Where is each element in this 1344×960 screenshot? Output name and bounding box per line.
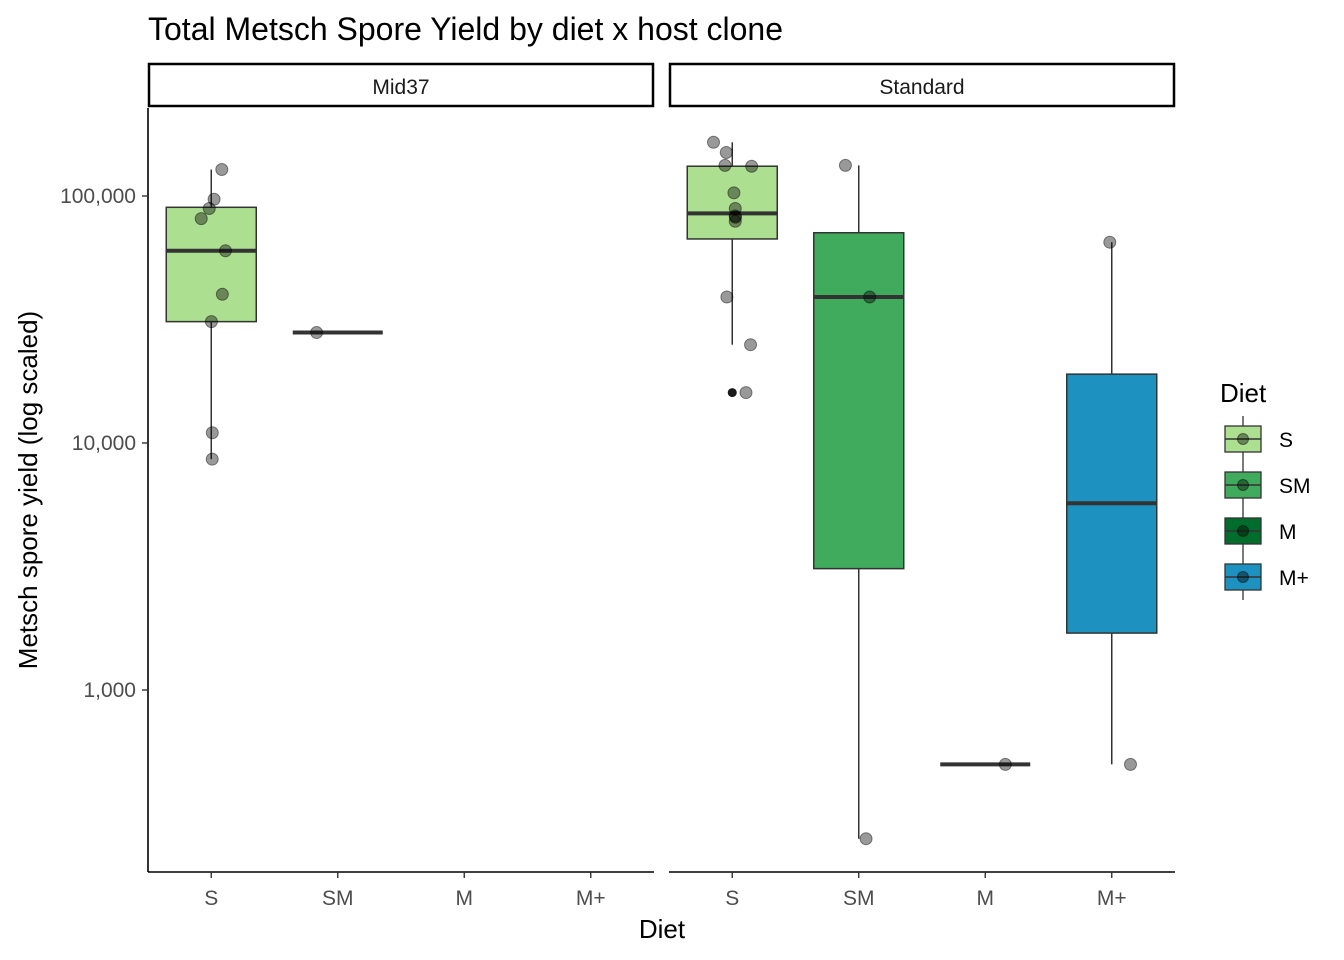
x-tick-label: M: [456, 887, 474, 910]
data-point: [218, 244, 232, 258]
data-point: [215, 163, 229, 177]
x-tick-label: S: [204, 887, 218, 910]
facet-strip: [668, 62, 1176, 108]
legend-label: SM: [1279, 475, 1311, 498]
legend-item-sm: SM: [1224, 462, 1311, 508]
panel-mid37: Mid37 1,000 10,000 100,000 S SM M M+: [60, 62, 655, 910]
legend: Diet S SM M M+: [1220, 378, 1311, 600]
data-point: [1123, 757, 1137, 771]
data-point: [998, 757, 1012, 771]
data-point: [207, 192, 221, 206]
facet-label: Mid37: [372, 76, 429, 99]
legend-key-point: [1237, 479, 1249, 491]
data-point: [215, 287, 229, 301]
legend-label: M+: [1279, 567, 1309, 590]
data-point: [194, 212, 208, 226]
box-iqr: [813, 231, 905, 570]
y-tick-label: 1,000: [83, 679, 136, 702]
data-point: [720, 290, 734, 304]
box-iqr: [165, 206, 257, 323]
y-axis-title: Metsch spore yield (log scaled): [13, 311, 43, 669]
facet-strip: [147, 62, 655, 108]
facet-panels: Mid37 1,000 10,000 100,000 S SM M M+ Standard S SM…: [60, 62, 1176, 910]
box-standard-sm: [813, 165, 905, 839]
y-tick-label: 100,000: [60, 185, 136, 208]
data-point: [728, 202, 742, 216]
data-point: [728, 209, 742, 223]
data-point: [205, 426, 219, 440]
box-outlier: [727, 388, 737, 398]
x-axis-title: Diet: [639, 914, 686, 944]
chart-title: Total Metsch Spore Yield by diet x host …: [148, 11, 783, 47]
panel-standard: Standard S SM M M+: [668, 62, 1176, 910]
legend-title: Diet: [1220, 378, 1267, 408]
data-point: [744, 338, 758, 352]
legend-label: S: [1279, 429, 1293, 452]
x-tick-label: SM: [322, 887, 354, 910]
data-point: [719, 146, 733, 160]
data-point: [859, 832, 873, 846]
x-tick-label: S: [725, 887, 739, 910]
data-point: [310, 326, 324, 340]
data-point: [707, 135, 721, 149]
data-point: [838, 158, 852, 172]
data-point: [729, 210, 743, 224]
facet-label: Standard: [879, 76, 964, 99]
x-tick-label: SM: [843, 887, 875, 910]
data-point: [718, 158, 732, 172]
data-point: [863, 290, 877, 304]
box-mid37-s: [165, 169, 257, 460]
data-point: [204, 315, 218, 329]
box-standard-mplus: [1066, 242, 1158, 765]
legend-item-m: M: [1224, 508, 1297, 554]
data-point: [1103, 235, 1117, 249]
data-point: [739, 386, 753, 400]
data-point: [205, 452, 219, 466]
legend-item-s: S: [1224, 416, 1293, 462]
legend-key-point: [1237, 571, 1249, 583]
x-tick-label: M+: [1097, 887, 1127, 910]
y-tick-label: 10,000: [72, 432, 136, 455]
box-iqr: [686, 165, 778, 240]
data-point: [727, 186, 741, 200]
box-standard-s: [686, 142, 778, 398]
legend-label: M: [1279, 521, 1297, 544]
legend-key-point: [1237, 433, 1249, 445]
data-point: [728, 214, 742, 228]
data-point: [202, 202, 216, 216]
x-tick-label: M+: [576, 887, 606, 910]
data-point: [745, 159, 759, 173]
x-tick-label: M: [977, 887, 995, 910]
legend-item-mplus: M+: [1224, 554, 1309, 600]
legend-key-point: [1237, 525, 1249, 537]
